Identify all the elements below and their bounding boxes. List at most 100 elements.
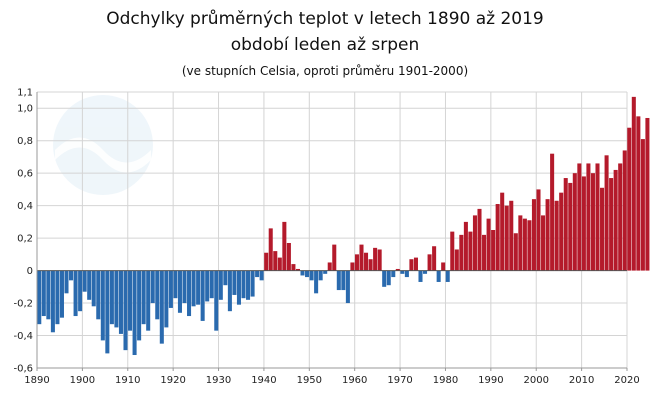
bar-1985 (468, 231, 473, 271)
bar-1911 (132, 270, 137, 356)
x-tick-label: 1960 (342, 375, 367, 386)
bar-1897 (69, 270, 74, 281)
bar-2011 (586, 163, 591, 271)
bar-1907 (114, 270, 119, 328)
bar-1919 (168, 270, 173, 308)
bar-1954 (327, 262, 332, 271)
bar-1979 (441, 262, 446, 271)
bar-1918 (164, 270, 169, 328)
bar-1948 (300, 270, 305, 276)
bar-1973 (413, 257, 418, 271)
bar-1915 (150, 270, 155, 304)
bar-1950 (309, 270, 314, 281)
bar-1903 (96, 270, 101, 320)
bar-2013 (595, 163, 600, 271)
x-tick-label: 1950 (297, 375, 322, 386)
bar-1970 (400, 270, 405, 274)
axes (36, 92, 627, 369)
bar-1984 (463, 221, 468, 271)
bar-2006 (563, 178, 568, 271)
bar-1896 (64, 270, 69, 294)
bar-1917 (159, 270, 164, 344)
bar-2020 (627, 127, 632, 271)
bar-1994 (509, 200, 514, 271)
bar-1943 (277, 257, 282, 271)
bar-1952 (318, 270, 323, 281)
bar-1951 (314, 270, 319, 294)
bar-1959 (350, 262, 355, 271)
bar-1978 (436, 270, 441, 282)
bar-1977 (432, 246, 437, 271)
bar-1927 (205, 270, 210, 302)
bar-2017 (613, 169, 618, 271)
bar-2014 (600, 187, 605, 271)
bars (37, 96, 650, 356)
bar-1955 (332, 244, 337, 271)
bar-1902 (91, 270, 96, 307)
x-tick-label: 1910 (115, 375, 140, 386)
bar-1957 (341, 270, 346, 291)
bar-1987 (477, 208, 482, 271)
bar-1901 (87, 270, 92, 300)
bar-1899 (78, 270, 83, 312)
bar-1914 (146, 270, 151, 331)
bar-1909 (123, 270, 128, 351)
bar-1944 (282, 221, 287, 271)
bar-1995 (513, 233, 518, 271)
bar-1945 (286, 242, 291, 271)
y-axis-ticks: 1,1 1,0 0,8 0,6 0,4 0,2 0 -0,2 -0,4 -0,6 (13, 88, 33, 375)
bar-1923 (187, 270, 192, 317)
bar-1912 (137, 270, 142, 341)
bar-1893 (50, 270, 55, 333)
bar-2022 (636, 116, 641, 271)
x-tick-label: 1970 (387, 375, 412, 386)
bar-1947 (295, 268, 300, 271)
bar-1906 (109, 270, 114, 325)
bar-1895 (59, 270, 64, 318)
y-tick-label: -0,2 (13, 299, 33, 310)
bar-2005 (559, 192, 564, 271)
bar-1925 (196, 270, 201, 305)
bar-1930 (218, 270, 223, 300)
bar-1976 (427, 254, 432, 271)
bar-2024 (645, 117, 650, 271)
bar-1958 (345, 270, 350, 304)
bar-1922 (182, 270, 187, 304)
bar-1956 (336, 270, 341, 291)
bar-2003 (550, 153, 555, 271)
bar-2015 (604, 155, 609, 271)
bar-1920 (173, 270, 178, 299)
bar-1968 (391, 270, 396, 278)
bar-1963 (368, 259, 373, 271)
bar-1936 (246, 270, 251, 300)
y-tick-label: 0 (27, 266, 33, 277)
bar-1935 (241, 270, 246, 299)
x-tick-label: 1930 (206, 375, 231, 386)
bar-2018 (618, 163, 623, 271)
bar-1942 (273, 251, 278, 271)
bar-1908 (118, 270, 123, 334)
x-tick-label: 1900 (70, 375, 95, 386)
bar-1946 (291, 264, 296, 271)
y-tick-label: 1,1 (17, 88, 33, 99)
bar-1939 (259, 270, 264, 281)
bar-1986 (472, 215, 477, 271)
y-tick-label: 0,2 (17, 234, 33, 245)
bar-1981 (450, 231, 455, 271)
bar-1996 (518, 215, 523, 271)
chart-subtitle: období leden až srpen (230, 35, 420, 55)
bar-2016 (609, 178, 614, 271)
chart-title: Odchylky průměrných teplot v letech 1890… (106, 9, 544, 29)
bar-1989 (486, 218, 491, 271)
bar-1929 (214, 270, 219, 331)
x-tick-label: 2000 (524, 375, 549, 386)
bar-1961 (359, 244, 364, 271)
bar-1924 (191, 270, 196, 307)
bar-1993 (504, 205, 509, 271)
bar-1998 (527, 220, 532, 271)
y-tick-label: 0,4 (17, 201, 33, 212)
bar-1926 (200, 270, 205, 321)
bar-1997 (522, 218, 527, 271)
bar-1928 (209, 270, 214, 299)
